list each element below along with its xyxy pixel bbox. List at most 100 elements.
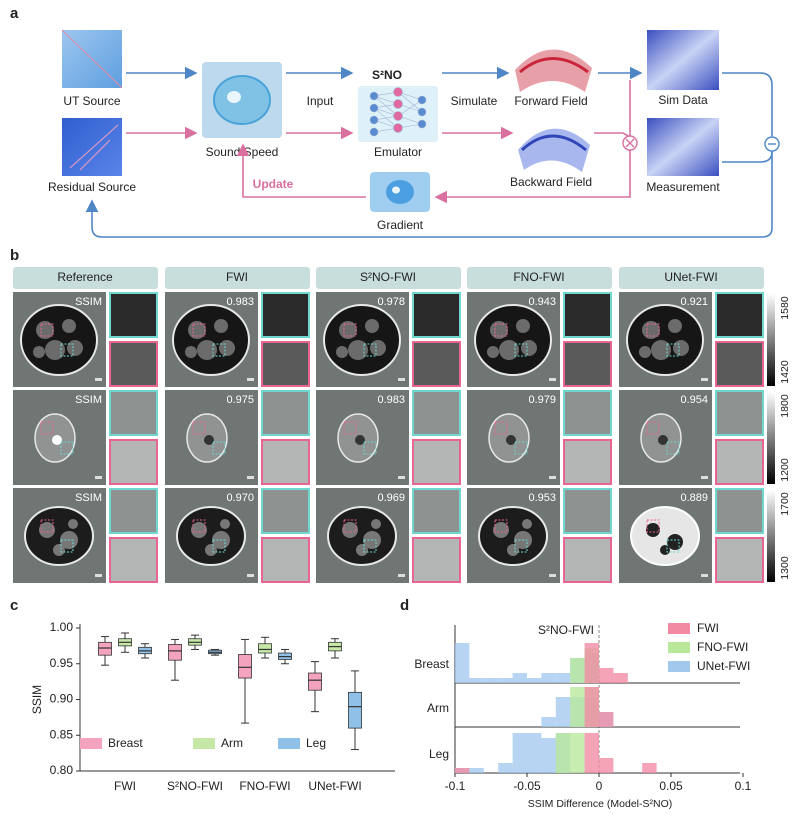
tissue-texture xyxy=(507,544,519,556)
histogram-bar xyxy=(469,678,484,683)
y-tick-label: 0.90 xyxy=(50,692,74,706)
tissue xyxy=(172,304,250,376)
network-node xyxy=(369,103,379,113)
histogram-bar xyxy=(541,717,556,727)
histogram-bar xyxy=(555,733,571,773)
tissue-texture xyxy=(197,340,217,360)
field-ridge xyxy=(519,57,589,74)
sound-speed-shape xyxy=(213,75,271,125)
zoom-crop xyxy=(563,537,612,583)
model-label: S²NO xyxy=(372,68,402,82)
zoom-marker xyxy=(343,421,357,435)
edge-label: Update xyxy=(253,177,294,191)
panel-label: a xyxy=(10,5,19,22)
tissue-texture xyxy=(371,519,381,529)
x-tick-label: 0.1 xyxy=(735,779,752,793)
network-node xyxy=(417,119,427,129)
tissue-texture xyxy=(342,522,358,538)
box xyxy=(308,672,322,691)
zoom-marker xyxy=(40,519,54,533)
column-header-box xyxy=(316,267,461,289)
tissue-texture xyxy=(33,346,45,358)
tissue-texture xyxy=(365,319,379,333)
network-node xyxy=(369,91,379,101)
tissue xyxy=(20,304,98,376)
legend-label: Breast xyxy=(108,736,143,750)
zoom-crop xyxy=(261,390,310,436)
ssim-value: 0.889 xyxy=(680,492,708,504)
ssim-value: SSIM xyxy=(75,394,102,406)
tissue-texture xyxy=(67,340,83,356)
column-header: S²NO-FWI xyxy=(360,270,416,284)
network-edges xyxy=(373,91,423,133)
backward-field-image xyxy=(518,128,590,172)
zoom-crop xyxy=(563,292,612,338)
zoom-marker xyxy=(40,323,54,337)
histogram-bar xyxy=(512,733,527,773)
tissue-texture xyxy=(214,319,228,333)
zoom-crop xyxy=(715,341,764,387)
zoom-marker xyxy=(343,519,357,533)
zoom-crop xyxy=(109,341,158,387)
zoom-marker xyxy=(40,421,54,435)
zoom-crop xyxy=(412,488,461,534)
histogram-bar xyxy=(541,673,556,683)
y-tick-label: 0.85 xyxy=(50,727,74,741)
network-node xyxy=(393,123,403,133)
tissue xyxy=(327,506,397,566)
zoom-marker xyxy=(666,441,680,455)
panel-label: b xyxy=(10,247,19,264)
node-label: UT Source xyxy=(63,94,120,108)
multiply-operator xyxy=(625,138,635,148)
legend-swatch xyxy=(668,661,690,672)
tissue-texture xyxy=(205,544,217,556)
zoom-marker xyxy=(494,519,508,533)
histogram-bar xyxy=(498,763,513,773)
x-tick-label: -0.1 xyxy=(445,779,466,793)
ssim-value: 0.970 xyxy=(226,492,254,504)
zoom-marker xyxy=(514,343,528,357)
zoom-marker xyxy=(60,441,74,455)
legend-label: UNet-FWI xyxy=(697,659,750,673)
zoom-crop xyxy=(563,341,612,387)
y-tick-label: 0.95 xyxy=(50,656,74,670)
field-surface xyxy=(515,49,592,92)
forward-field-image xyxy=(515,49,592,92)
scale-bar xyxy=(701,378,708,381)
legend-swatch xyxy=(278,738,300,749)
zoom-marker xyxy=(666,343,680,357)
y-axis-label: SSIM xyxy=(30,685,44,714)
ssim-value: 0.983 xyxy=(377,394,405,406)
zoom-crop xyxy=(412,341,461,387)
tissue-texture xyxy=(220,519,230,529)
tissue xyxy=(176,506,246,566)
ssim-value: 0.975 xyxy=(226,394,254,406)
zoom-crop xyxy=(715,537,764,583)
panel-label: c xyxy=(10,597,18,614)
tissue-texture xyxy=(668,319,682,333)
zoom-marker xyxy=(212,539,226,553)
histogram-bar xyxy=(527,678,542,683)
tissue xyxy=(626,304,704,376)
tissue-texture xyxy=(336,346,348,358)
histogram-bar xyxy=(599,668,614,683)
legend-label: FWI xyxy=(697,621,719,635)
zoom-marker xyxy=(363,441,377,455)
tissue xyxy=(323,304,401,376)
ssim-value: 0.969 xyxy=(377,492,405,504)
tissue-texture xyxy=(522,519,532,529)
zoom-crop xyxy=(109,439,158,485)
histogram-bar xyxy=(555,697,571,727)
zoom-crop xyxy=(109,537,158,583)
node-label: Emulator xyxy=(374,145,422,159)
ut-source-diagonal xyxy=(61,29,123,89)
legend-swatch xyxy=(193,738,215,749)
histogram-bar xyxy=(570,687,585,727)
scale-bar xyxy=(549,476,556,479)
zoom-crop xyxy=(261,439,310,485)
x-tick-label: 0 xyxy=(596,779,603,793)
scale-bar xyxy=(549,574,556,577)
scale-bar xyxy=(247,378,254,381)
tissue-texture xyxy=(185,346,197,358)
